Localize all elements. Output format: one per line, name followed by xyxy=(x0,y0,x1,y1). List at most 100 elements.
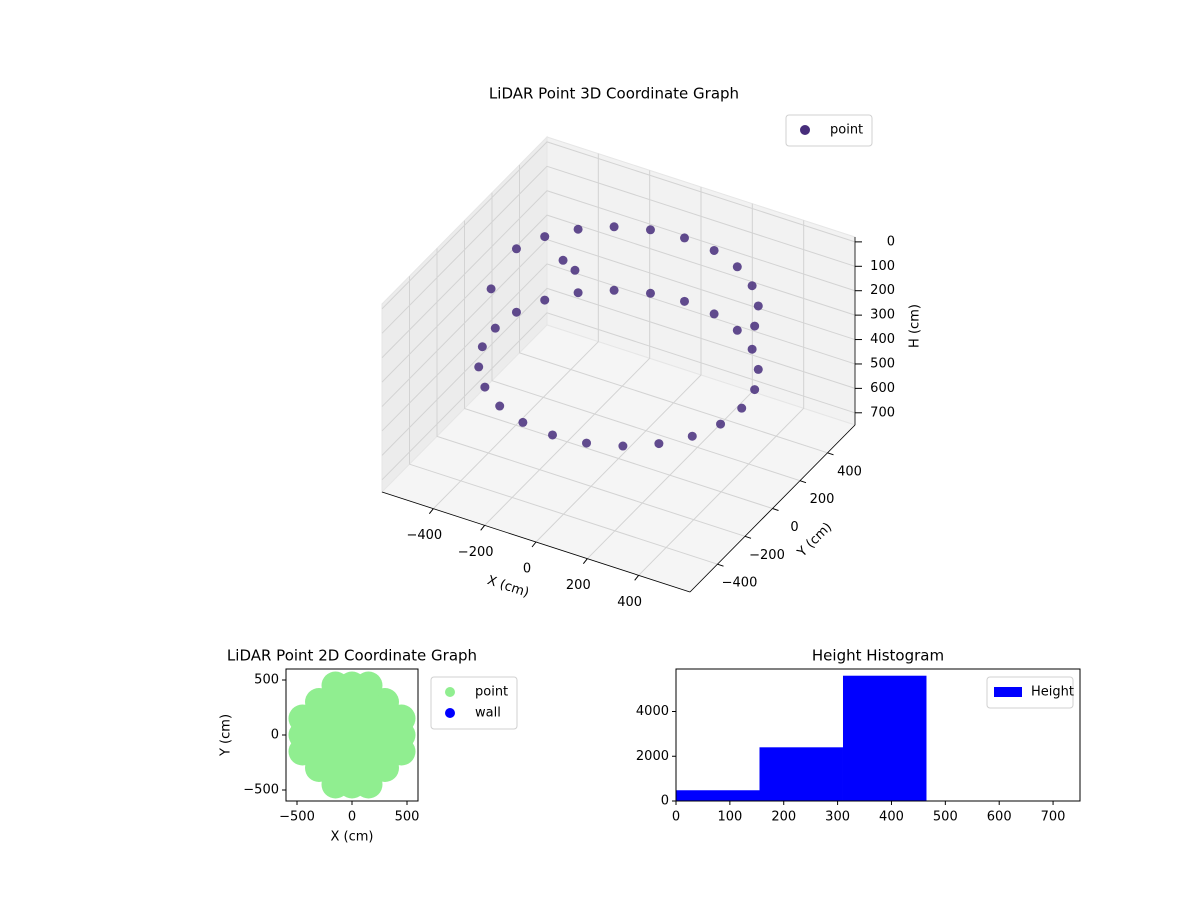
axes-frame xyxy=(285,668,419,802)
legend-swatch xyxy=(994,687,1022,697)
point xyxy=(540,232,550,242)
y-tick-label: 200 xyxy=(810,492,835,507)
x-tick-label: 500 xyxy=(933,810,958,825)
point xyxy=(354,671,383,700)
x-tick-label: 400 xyxy=(879,810,904,825)
point xyxy=(737,403,747,413)
point xyxy=(609,285,619,295)
x-axis-label: X (cm) xyxy=(331,830,374,845)
x-tick-label: 100 xyxy=(717,810,742,825)
z-tick-label: 300 xyxy=(870,308,895,323)
axes-frame xyxy=(675,668,1081,802)
x-tick-label: −500 xyxy=(279,810,315,825)
y-tick xyxy=(827,452,834,456)
point xyxy=(687,431,697,441)
legend-label: point xyxy=(475,685,508,700)
point xyxy=(511,307,521,317)
z-tick-label: 200 xyxy=(870,283,895,298)
y-tick xyxy=(772,508,779,511)
axis-line xyxy=(689,424,856,593)
chart-title: Height Histogram xyxy=(812,647,944,665)
grid-line xyxy=(519,164,828,454)
point xyxy=(654,439,664,449)
y-tick-label: 0 xyxy=(661,794,669,809)
point xyxy=(518,417,528,427)
grid-line xyxy=(381,190,856,359)
chart-title: LiDAR Point 3D Coordinate Graph xyxy=(489,85,739,103)
point xyxy=(511,244,521,254)
point xyxy=(750,321,760,331)
point xyxy=(753,301,763,311)
point xyxy=(540,295,550,305)
point xyxy=(750,385,760,395)
y-tick-label: −200 xyxy=(749,548,785,563)
point xyxy=(680,233,689,243)
y-tick-label: 500 xyxy=(254,673,279,688)
axis-line xyxy=(381,491,691,593)
point xyxy=(753,364,763,374)
z-tick-label: 700 xyxy=(870,405,895,420)
point xyxy=(716,419,726,429)
point xyxy=(495,401,505,411)
point xyxy=(747,281,757,291)
bar xyxy=(676,790,760,801)
legend-label: Height xyxy=(1031,685,1074,700)
point xyxy=(486,284,496,294)
y-tick-label: 0 xyxy=(790,520,798,535)
x-tick xyxy=(582,558,588,564)
y-tick-label: 400 xyxy=(837,464,862,479)
point xyxy=(573,288,583,298)
x-tick-label: 0 xyxy=(672,810,680,825)
x-tick xyxy=(634,575,640,581)
grid-line xyxy=(381,141,856,310)
grid-line xyxy=(491,192,801,482)
grid-line xyxy=(381,312,856,481)
bar xyxy=(842,675,927,801)
grid-line xyxy=(381,287,856,456)
x-tick-label: −400 xyxy=(406,528,442,543)
grid-line xyxy=(381,263,856,432)
point xyxy=(645,288,655,298)
y-tick xyxy=(744,535,752,539)
point xyxy=(645,225,655,235)
x-tick-label: 0 xyxy=(523,562,531,577)
grid-line xyxy=(464,220,773,509)
point xyxy=(582,438,592,448)
point xyxy=(548,430,557,440)
point xyxy=(609,222,619,232)
x-tick xyxy=(531,541,537,548)
legend-label: wall xyxy=(475,706,501,721)
x-tick-label: 400 xyxy=(617,595,642,610)
x-tick-label: 500 xyxy=(395,810,420,825)
point xyxy=(558,255,568,265)
y-tick-label: −400 xyxy=(722,576,758,591)
x-tick xyxy=(428,508,434,514)
x-tick-label: 700 xyxy=(1041,810,1066,825)
x-tick-label: −200 xyxy=(458,545,494,560)
z-axis-label: H (cm) xyxy=(908,304,923,348)
y-tick-label: −500 xyxy=(243,783,279,798)
point xyxy=(680,296,689,306)
x-tick-label: 600 xyxy=(987,810,1012,825)
z-tick-label: 100 xyxy=(870,259,895,274)
y-tick-label: 2000 xyxy=(636,749,669,764)
legend-marker xyxy=(445,708,455,718)
point xyxy=(709,245,719,255)
grid-line xyxy=(381,165,856,334)
legend-marker xyxy=(445,687,455,697)
point xyxy=(732,325,742,335)
point xyxy=(747,344,757,354)
x-tick-label: 200 xyxy=(771,810,796,825)
z-tick-label: 500 xyxy=(870,356,895,371)
point xyxy=(732,262,742,272)
y-tick xyxy=(717,563,724,567)
x-tick-label: 300 xyxy=(825,810,850,825)
legend-marker xyxy=(800,125,810,135)
x-tick-label: 0 xyxy=(348,810,356,825)
point xyxy=(573,224,583,234)
y-tick-label: 4000 xyxy=(636,704,669,719)
point xyxy=(480,382,490,392)
point xyxy=(474,362,484,372)
z-tick-label: 0 xyxy=(887,234,895,249)
